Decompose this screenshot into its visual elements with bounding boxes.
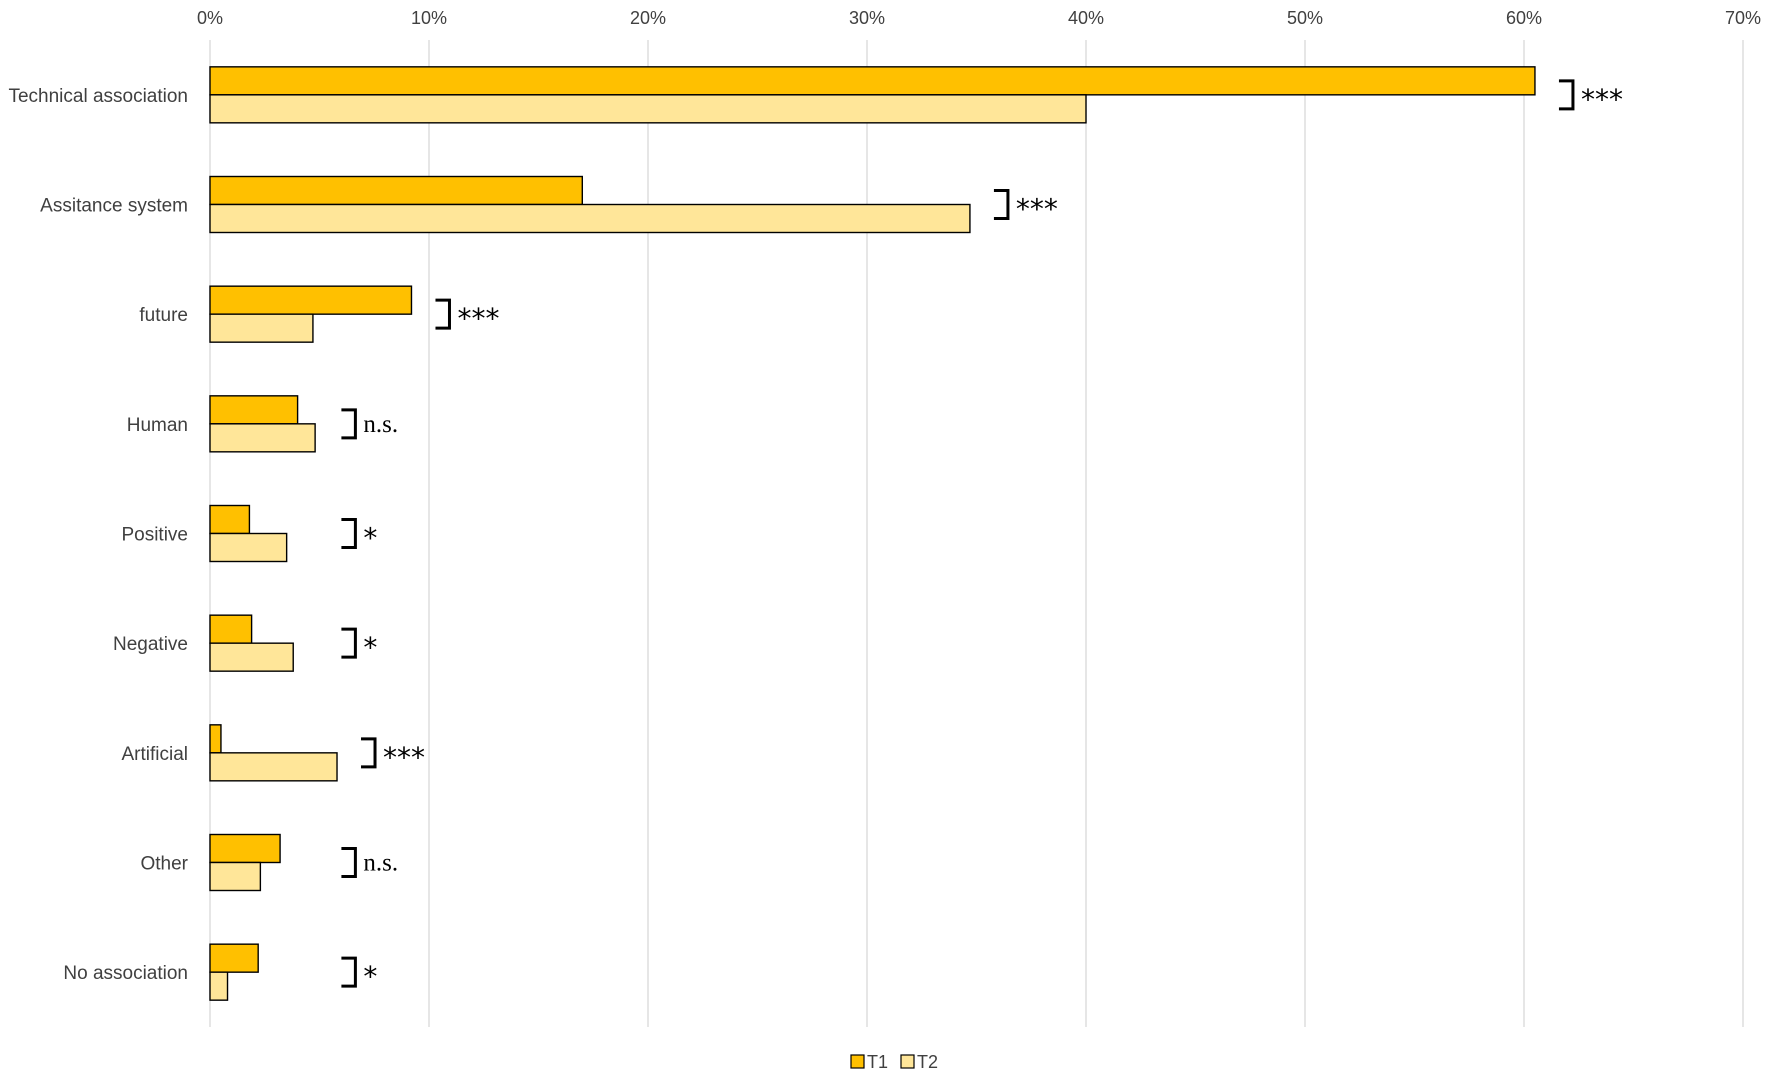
bar-t1	[209, 285, 413, 315]
category-label: No association	[63, 963, 188, 984]
bar-t2	[209, 203, 971, 234]
x-tick-label: 60%	[1506, 8, 1542, 28]
legend: T1 T2	[850, 1052, 938, 1072]
legend-label: T1	[867, 1052, 888, 1072]
significance-label: *	[363, 631, 377, 664]
category-label: Technical association	[8, 86, 188, 107]
significance-label: ***	[457, 302, 499, 335]
x-tick-label: 20%	[630, 8, 666, 28]
significance-label: n.s.	[363, 850, 398, 877]
significance-bracket	[341, 408, 357, 440]
category-label: Assitance system	[40, 196, 188, 217]
bar-t2	[209, 532, 288, 563]
category-label: Other	[140, 854, 188, 875]
significance-bracket	[435, 298, 451, 330]
bar-t2	[209, 94, 1087, 124]
legend-swatch-t2	[900, 1054, 915, 1069]
category-label: Artificial	[121, 744, 188, 765]
bar-t2	[209, 642, 294, 672]
bar-t2	[209, 423, 316, 453]
significance-markers: *********n.s.*****n.s.*	[341, 79, 1623, 993]
bar-t1	[209, 66, 1536, 96]
significance-label: ***	[383, 741, 425, 774]
significance-label: ***	[1016, 193, 1058, 226]
category-label: Human	[127, 415, 188, 436]
x-tick-label: 0%	[197, 8, 223, 28]
category-label: Negative	[113, 634, 188, 655]
bar-t1	[209, 395, 299, 425]
significance-label: n.s.	[363, 411, 398, 438]
x-tick-label: 30%	[849, 8, 885, 28]
significance-bracket	[1558, 79, 1575, 111]
legend-swatch-t1	[850, 1054, 865, 1069]
x-tick-label: 10%	[411, 8, 447, 28]
significance-bracket	[341, 518, 357, 549]
category-label: future	[139, 305, 188, 326]
significance-bracket	[341, 956, 357, 988]
significance-bracket	[361, 737, 377, 769]
bar-t1	[209, 614, 253, 644]
bar-t1	[209, 724, 222, 754]
significance-label: ***	[1581, 83, 1623, 116]
bar-t1	[209, 175, 583, 206]
x-tick-label: 40%	[1068, 8, 1104, 28]
legend-label: T2	[917, 1052, 938, 1072]
significance-bracket	[341, 627, 357, 659]
bar-t1	[209, 504, 251, 535]
bars	[209, 66, 1536, 1001]
significance-label: *	[363, 960, 377, 993]
bar-t1	[209, 833, 281, 864]
bar-t2	[209, 752, 338, 782]
bar-t2	[209, 971, 229, 1001]
significance-bracket	[341, 847, 357, 878]
bar-t1	[209, 943, 259, 973]
x-tick-label: 70%	[1725, 8, 1761, 28]
x-axis-ticks: 0% 10% 20% 30% 40% 50% 60% 70%	[197, 8, 1761, 28]
category-labels: Technical association Assitance system fut…	[8, 86, 188, 984]
category-label: Positive	[121, 525, 188, 546]
bar-t2	[209, 313, 314, 343]
significance-label: *	[363, 522, 377, 555]
bar-t2	[209, 861, 262, 892]
x-tick-label: 50%	[1287, 8, 1323, 28]
significance-bracket	[993, 189, 1010, 220]
